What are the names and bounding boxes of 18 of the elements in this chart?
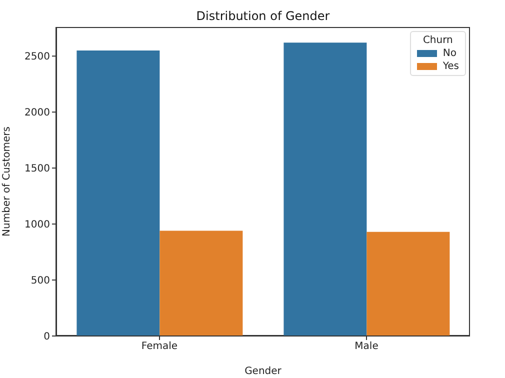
y-axis-title: Number of Customers	[2, 126, 13, 236]
legend-label: Yes	[442, 61, 459, 72]
y-tick-label: 2000	[24, 108, 50, 119]
chart-title: Distribution of Gender	[195, 9, 331, 23]
y-tick-label: 1500	[24, 164, 50, 175]
bar	[366, 232, 450, 336]
bar	[284, 42, 367, 336]
y-tick-label: 500	[30, 276, 50, 287]
x-axis-title: Gender	[244, 366, 282, 377]
x-tick-label: Male	[354, 341, 378, 352]
y-tick-label: 0	[44, 332, 50, 343]
bar	[76, 50, 160, 336]
legend-title: Churn	[422, 35, 454, 46]
y-tick-label: 2500	[24, 52, 50, 63]
x-tick-label: Female	[141, 341, 178, 352]
bar	[160, 230, 243, 336]
y-tick-label: 1000	[24, 220, 50, 231]
legend-label: No	[442, 48, 456, 59]
